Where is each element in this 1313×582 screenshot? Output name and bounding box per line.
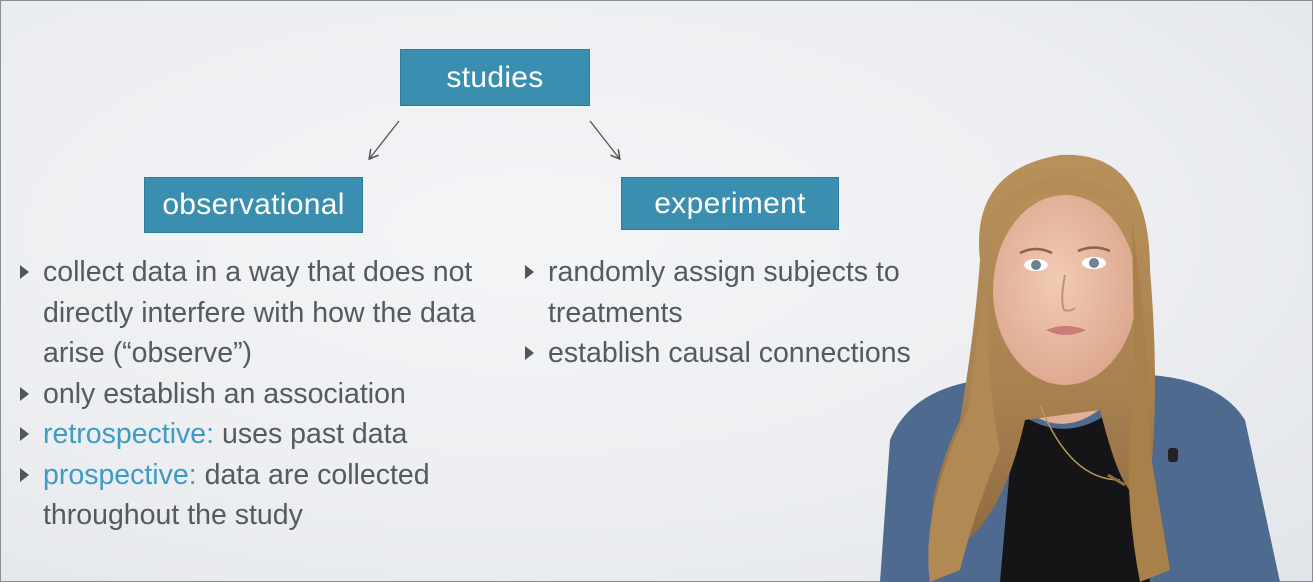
bullet-triangle-icon bbox=[20, 427, 29, 441]
experiment-bullet-list: randomly assign subjects to treatments e… bbox=[523, 252, 943, 374]
bullet-triangle-icon bbox=[20, 386, 29, 401]
presenter-video bbox=[850, 150, 1290, 582]
bullet-text: collect data in a way that does not dire… bbox=[43, 256, 476, 369]
node-experiment: experiment bbox=[621, 177, 839, 230]
node-observational-label: observational bbox=[162, 188, 345, 221]
bullet-triangle-icon bbox=[525, 346, 534, 360]
bullet-triangle-icon bbox=[525, 265, 534, 279]
list-item: establish causal connections bbox=[523, 333, 943, 374]
list-item: prospective: data are collected througho… bbox=[18, 455, 488, 536]
bullet-text: only establish an association bbox=[43, 377, 406, 410]
list-item: randomly assign subjects to treatments bbox=[523, 252, 943, 333]
bullet-text: randomly assign subjects to treatments bbox=[548, 256, 900, 329]
bullet-text: uses past data bbox=[214, 418, 408, 450]
bullet-triangle-icon bbox=[20, 265, 29, 279]
node-studies: studies bbox=[400, 49, 590, 106]
bullet-text: establish causal connections bbox=[548, 337, 911, 369]
bullet-term: retrospective: bbox=[43, 418, 215, 450]
list-item: collect data in a way that does not dire… bbox=[18, 252, 488, 374]
node-experiment-label: experiment bbox=[654, 186, 806, 220]
presenter-illustration bbox=[880, 154, 1280, 582]
list-item: retrospective: uses past data bbox=[18, 414, 488, 455]
bullet-text: data are collected throughout the study bbox=[43, 458, 430, 532]
node-observational: observational bbox=[144, 177, 363, 233]
node-studies-label: studies bbox=[446, 60, 544, 94]
bullet-triangle-icon bbox=[20, 467, 29, 482]
observational-bullet-list: collect data in a way that does not dire… bbox=[18, 252, 488, 536]
bullet-term: prospective: bbox=[43, 458, 197, 491]
list-item: only establish an association bbox=[18, 374, 488, 415]
